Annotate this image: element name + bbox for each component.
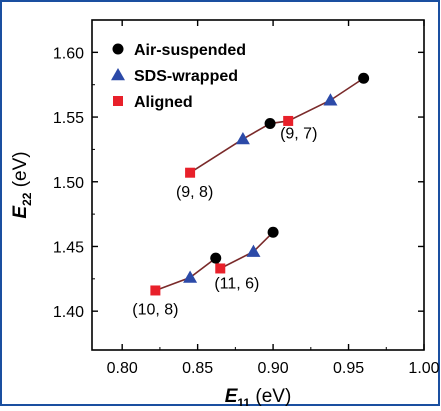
data-point-air-suspended: [264, 118, 276, 130]
x-tick-label: 0.90: [258, 360, 289, 377]
chirality-label: (9, 8): [176, 184, 213, 201]
x-tick-label: 1.00: [408, 360, 439, 377]
data-point-aligned: [185, 167, 196, 178]
chirality-label: (9, 7): [280, 126, 317, 143]
data-point-sds-wrapped: [235, 132, 250, 145]
data-point-sds-wrapped: [183, 270, 198, 283]
legend-marker: [111, 68, 125, 81]
data-point-sds-wrapped: [323, 93, 338, 106]
x-axis-title: E11 (eV): [225, 386, 292, 406]
data-point-air-suspended: [267, 226, 279, 238]
legend-marker: [113, 96, 123, 106]
chirality-label: (11, 6): [214, 276, 259, 293]
data-point-air-suspended: [358, 72, 370, 84]
x-tick-label: 0.80: [107, 360, 138, 377]
legend-marker: [112, 43, 124, 55]
y-tick-label: 1.45: [53, 239, 84, 256]
y-axis-title: E22 (eV): [10, 151, 34, 218]
plot-area-border: [91, 19, 425, 351]
legend-label: Air-suspended: [134, 42, 246, 59]
data-point-aligned: [283, 115, 294, 126]
x-tick-label: 0.85: [182, 360, 213, 377]
series-connector-line: [155, 231, 274, 292]
series-connector-line: [189, 77, 365, 174]
y-tick-label: 1.50: [53, 175, 84, 192]
y-tick-label: 1.60: [53, 45, 84, 62]
data-point-air-suspended: [210, 252, 222, 264]
y-tick-label: 1.55: [53, 110, 84, 127]
data-point-aligned: [150, 285, 161, 296]
legend-label: SDS-wrapped: [134, 68, 238, 85]
chirality-label: (10, 8): [132, 302, 178, 319]
data-point-aligned: [215, 263, 226, 274]
legend-label: Aligned: [134, 94, 193, 111]
x-tick-label: 0.95: [333, 360, 364, 377]
y-tick-label: 1.40: [53, 304, 84, 321]
data-point-sds-wrapped: [246, 244, 261, 257]
